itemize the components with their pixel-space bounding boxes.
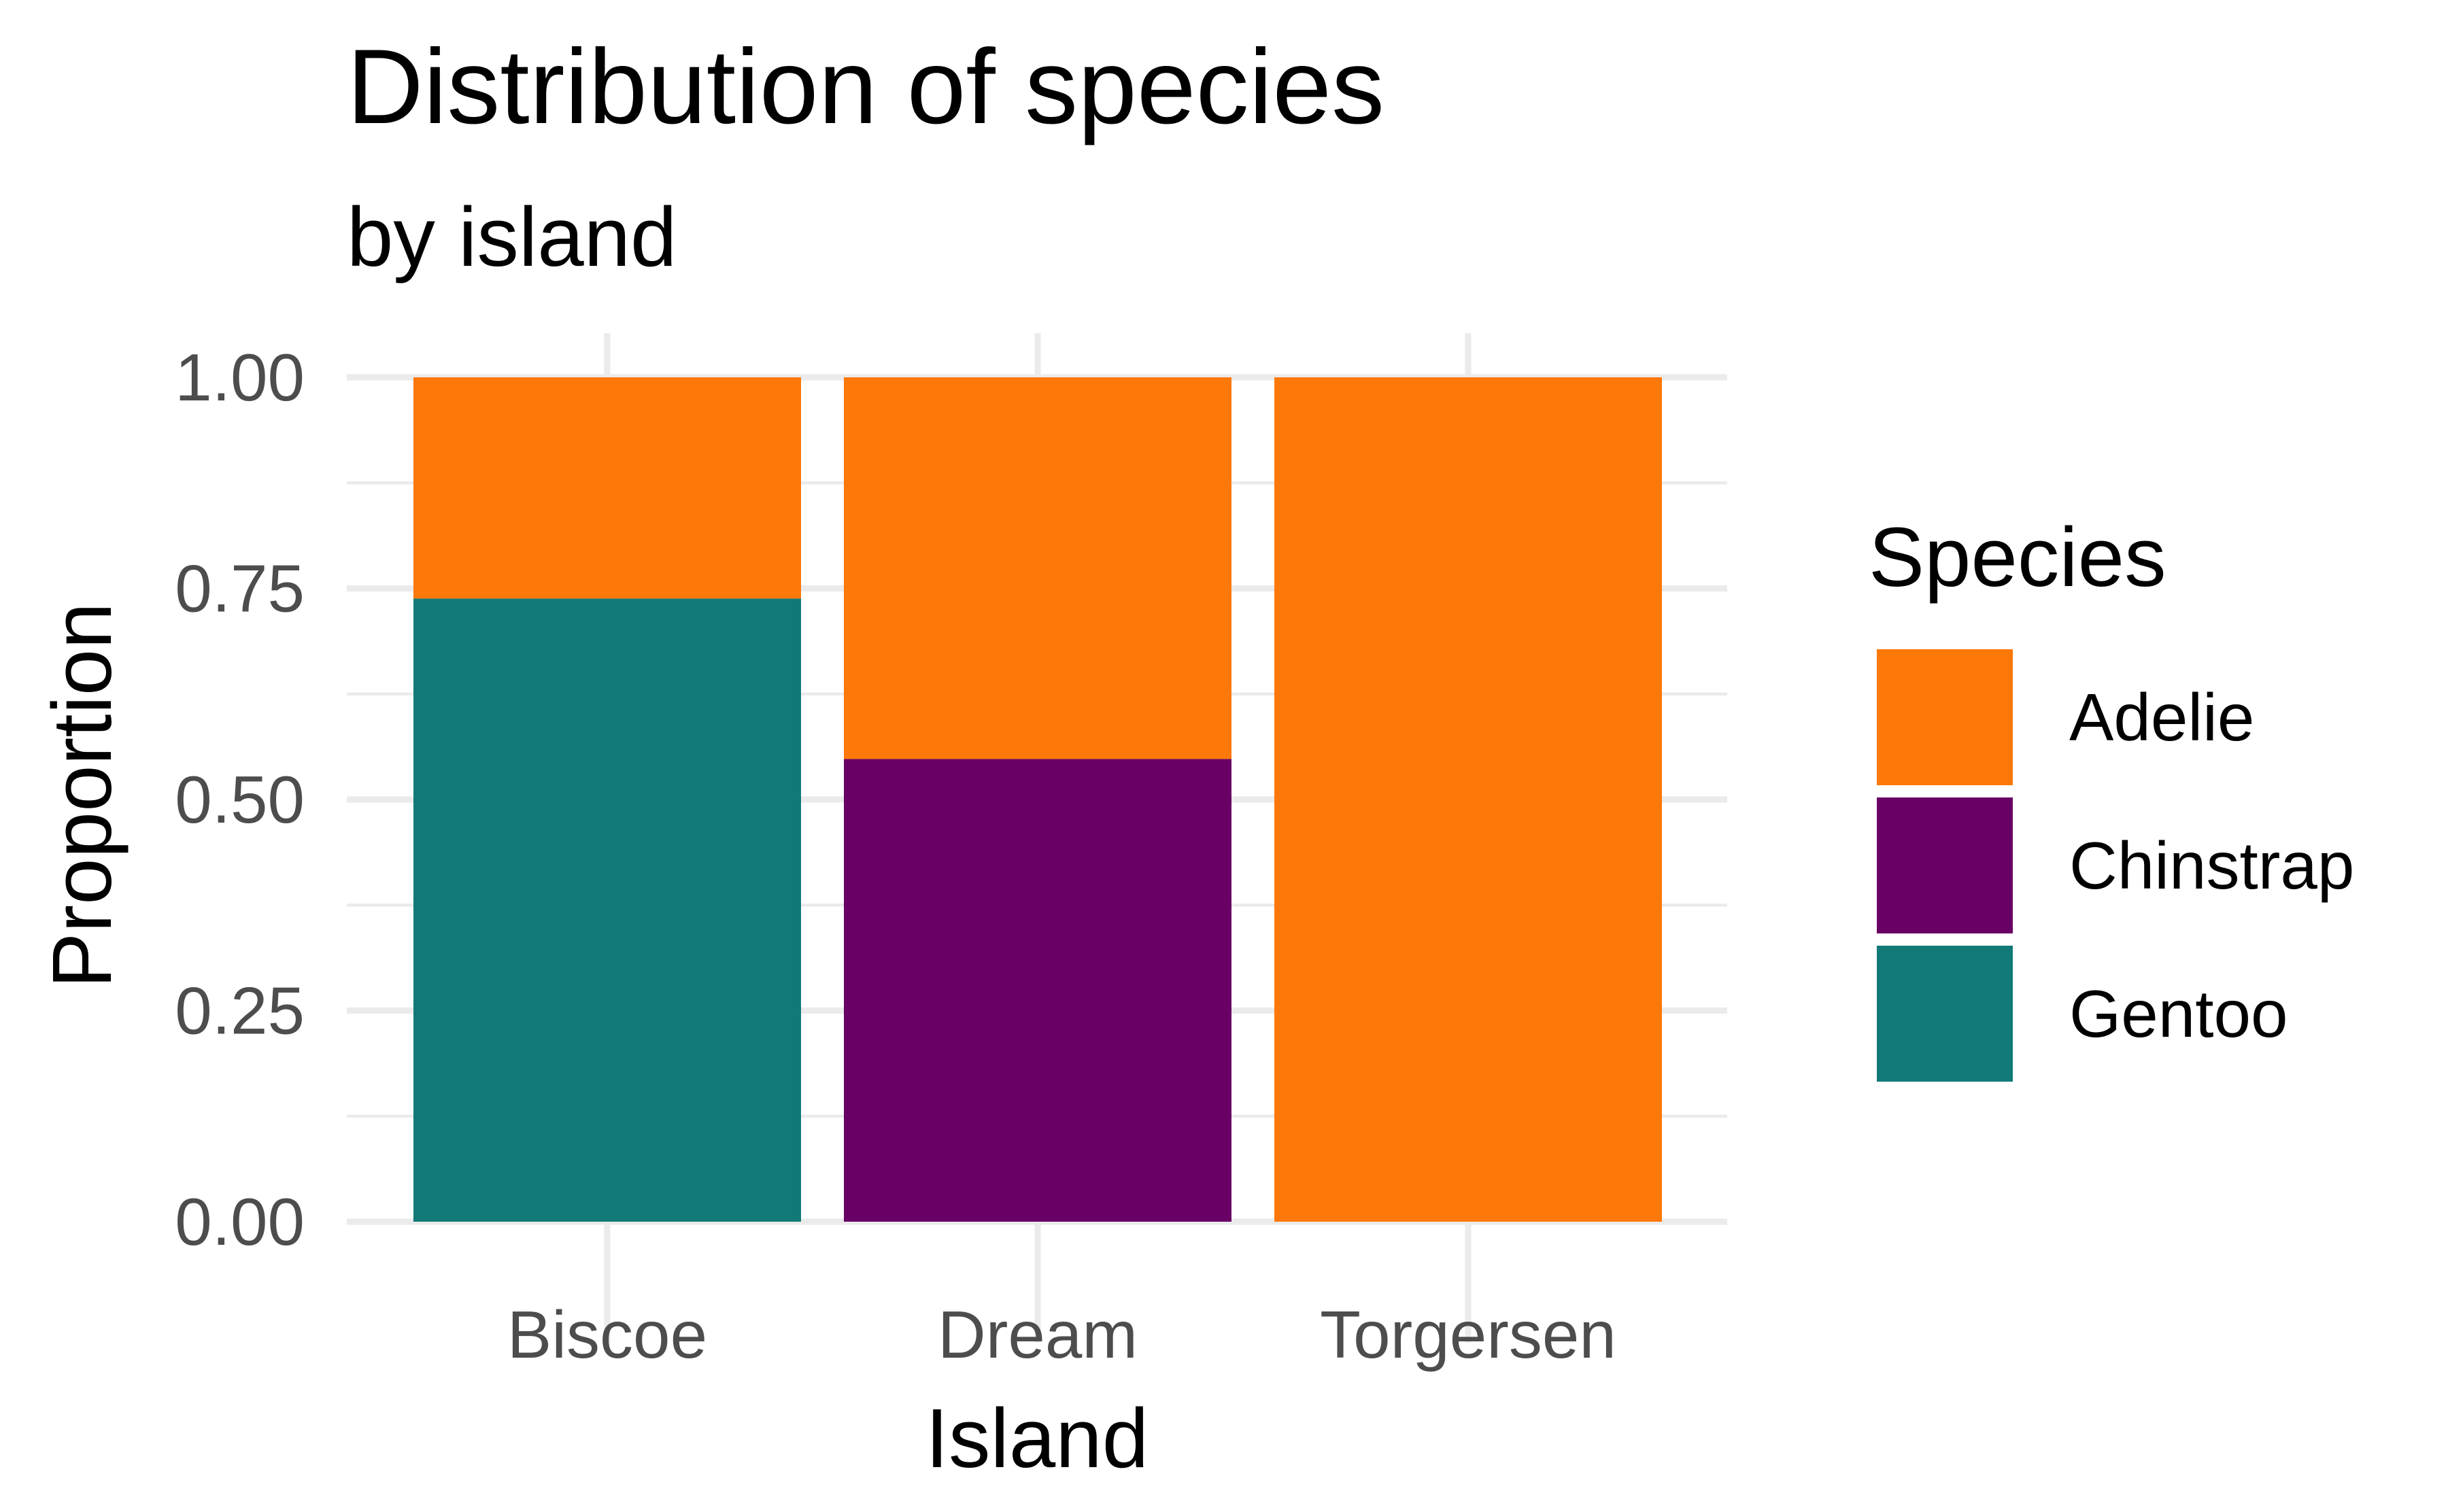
y-tick-label: 0.25 — [175, 974, 305, 1048]
chart-title: Distribution of species — [347, 28, 1384, 146]
legend-key-adelie — [1877, 649, 2013, 785]
legend-title: Species — [1869, 511, 2166, 604]
x-tick-label: Torgersen — [1320, 1297, 1616, 1372]
bar-biscoe-adelie — [413, 377, 801, 599]
y-axis-ticks: 0.00 0.25 0.50 0.75 1.00 — [175, 340, 305, 1259]
legend-key-gentoo — [1877, 946, 2013, 1082]
legend: Species Adelie Chinstrap Gentoo — [1869, 511, 2354, 1082]
x-tick-label: Dream — [938, 1297, 1138, 1372]
legend-label-adelie: Adelie — [2069, 680, 2254, 755]
y-tick-label: 1.00 — [175, 340, 305, 415]
bar-dream-chinstrap — [844, 759, 1231, 1222]
bar-torgersen-adelie — [1274, 377, 1662, 1222]
y-axis-title: Proportion — [36, 602, 129, 989]
legend-label-gentoo: Gentoo — [2069, 976, 2288, 1051]
x-axis-ticks: Biscoe Dream Torgersen — [507, 1297, 1616, 1372]
x-axis-title: Island — [925, 1392, 1149, 1485]
bars — [413, 377, 1662, 1222]
x-tick-label: Biscoe — [507, 1297, 707, 1372]
legend-label-chinstrap: Chinstrap — [2069, 828, 2354, 903]
bar-biscoe-gentoo — [413, 598, 801, 1222]
y-tick-label: 0.75 — [175, 551, 305, 626]
bar-dream-adelie — [844, 377, 1231, 759]
legend-key-chinstrap — [1877, 797, 2013, 933]
y-tick-label: 0.50 — [175, 762, 305, 837]
y-tick-label: 0.00 — [175, 1184, 305, 1259]
chart-subtitle: by island — [347, 191, 677, 284]
